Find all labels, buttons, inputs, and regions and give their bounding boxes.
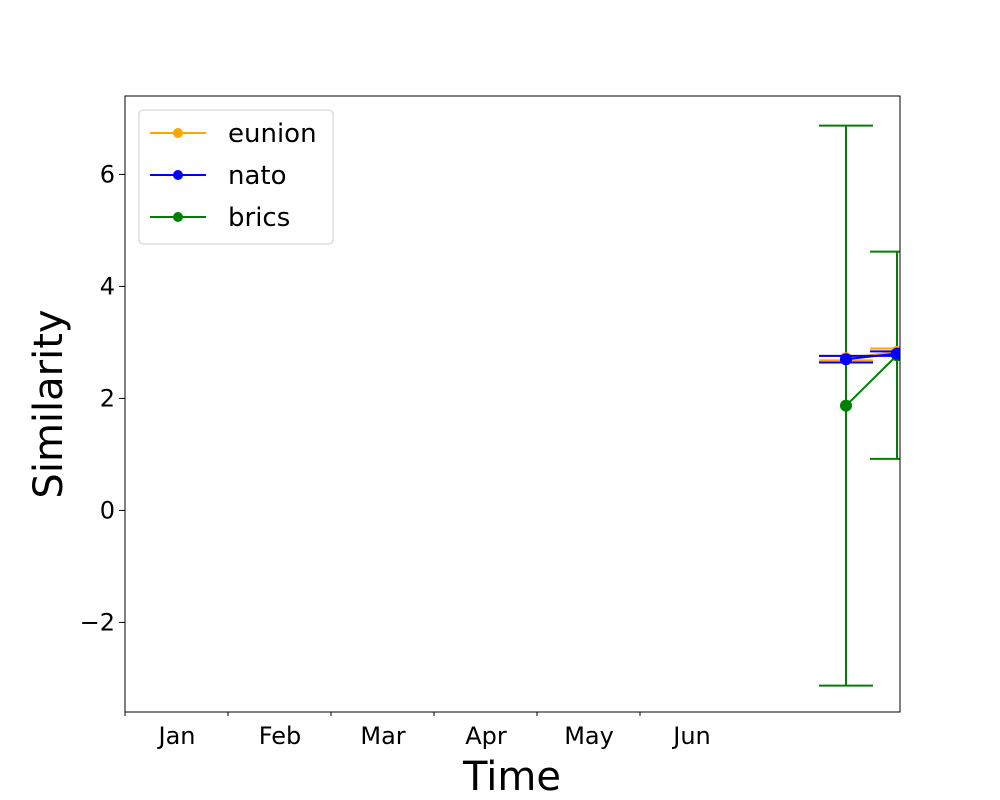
x-tick-label: Jan xyxy=(157,722,196,750)
legend-frame xyxy=(138,109,334,245)
y-tick-label: 4 xyxy=(100,272,115,300)
y-tick-label: 6 xyxy=(100,160,115,188)
data-point xyxy=(840,353,852,366)
legend-marker xyxy=(173,170,183,180)
series-layer xyxy=(819,124,900,687)
x-tick-label: Jun xyxy=(671,722,711,750)
data-point xyxy=(840,399,852,412)
legend-label: nato xyxy=(228,161,287,191)
data-point xyxy=(891,347,900,360)
legend-label: brics xyxy=(228,203,290,233)
y-tick-label: 0 xyxy=(100,496,115,524)
legend-marker xyxy=(173,128,183,138)
x-tick-label: Mar xyxy=(360,722,405,750)
y-axis-title: Similarity xyxy=(26,309,72,498)
series-nato xyxy=(819,347,900,366)
legend-label: eunion xyxy=(228,119,317,149)
legend-marker xyxy=(173,212,183,222)
x-axis-title: Time xyxy=(462,754,561,800)
plot-frame xyxy=(124,95,901,713)
x-axis: Jan Feb Mar Apr May Jun xyxy=(124,712,711,750)
x-tick-label: Feb xyxy=(259,722,302,750)
x-tick-label: May xyxy=(564,722,614,750)
y-tick-label: −2 xyxy=(80,608,115,636)
series-line xyxy=(845,352,898,361)
series-line xyxy=(845,354,898,407)
legend: eunion nato brics xyxy=(138,109,334,245)
y-tick-label: 2 xyxy=(100,384,115,412)
y-axis: −2 0 2 4 6 xyxy=(80,160,125,636)
x-tick-label: Apr xyxy=(465,722,507,750)
